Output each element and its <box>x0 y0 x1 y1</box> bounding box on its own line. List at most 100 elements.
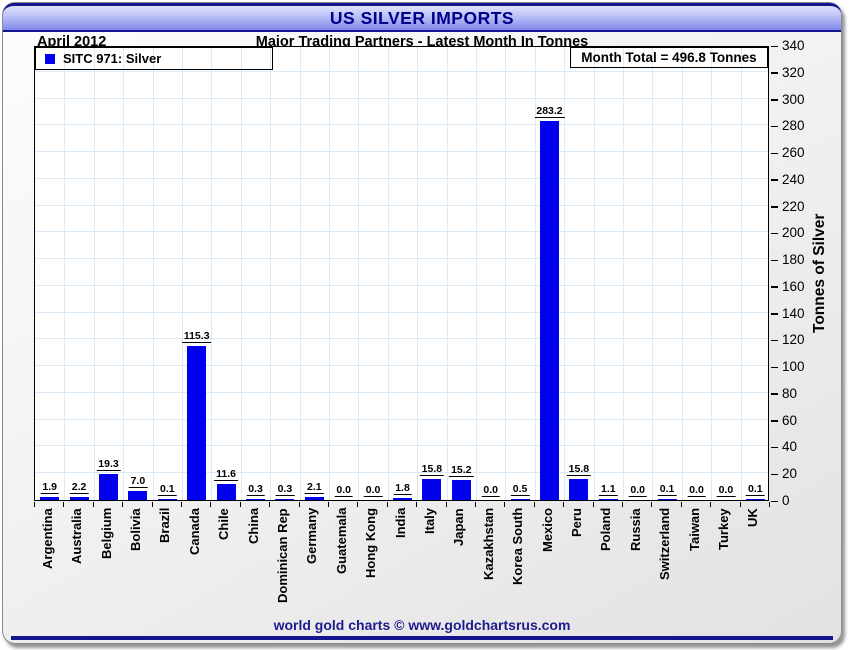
x-tick-label: UK <box>745 508 761 527</box>
legend-label: SITC 971: Silver <box>63 51 162 66</box>
bar-value-label: 1.8 <box>393 481 412 495</box>
title-bar: US SILVER IMPORTS <box>3 3 841 32</box>
y-tick-label: 220 <box>782 198 805 214</box>
v-gridline <box>623 47 624 500</box>
x-tick-label: Mexico <box>539 508 555 553</box>
bar <box>451 479 471 500</box>
y-tick <box>771 473 778 476</box>
bar <box>745 499 765 500</box>
x-tick <box>386 502 388 507</box>
v-gridline <box>182 47 183 500</box>
v-gridline <box>240 47 242 500</box>
v-gridline <box>446 47 448 500</box>
x-tick <box>739 502 741 507</box>
x-tick <box>592 502 594 507</box>
bar-value-label: 0.1 <box>157 483 177 497</box>
x-tick-label: Korea South <box>510 508 526 586</box>
month-total-text: Month Total = 496.8 Tonnes <box>581 50 757 65</box>
v-gridline <box>93 47 95 500</box>
x-tick <box>181 502 182 507</box>
x-tick-label: Argentina <box>39 508 55 569</box>
x-tick <box>92 502 94 507</box>
x-tick <box>239 502 241 507</box>
bar-value-label: 0.3 <box>275 483 295 497</box>
x-tick <box>504 502 506 507</box>
x-tick-label: Russia <box>627 508 643 551</box>
x-tick-label: Taiwan <box>686 508 702 552</box>
v-gridline <box>123 47 125 500</box>
v-gridline <box>505 47 507 500</box>
y-tick <box>771 152 778 155</box>
x-tick <box>63 502 65 507</box>
bar-value-label: 19.3 <box>96 458 121 472</box>
x-tick-label: Italy <box>421 508 437 535</box>
x-tick <box>622 502 623 507</box>
y-tick-label: 40 <box>782 439 798 455</box>
bar <box>275 499 295 500</box>
h-gridline <box>35 70 768 72</box>
x-tick-label: Turkey <box>715 508 731 550</box>
x-tick-label: Peru <box>568 508 584 537</box>
bar <box>216 484 236 500</box>
bar <box>69 497 89 500</box>
y-tick-label: 320 <box>782 64 805 80</box>
h-gridline <box>35 311 768 313</box>
x-tick <box>151 502 153 507</box>
v-gridline <box>476 47 477 500</box>
bar-value-label: 0.0 <box>716 484 736 497</box>
h-gridline <box>35 338 768 340</box>
bar-value-label: 0.3 <box>246 483 265 497</box>
bar <box>540 121 559 500</box>
y-tick-label: 300 <box>782 91 805 107</box>
y-tick <box>771 446 778 449</box>
y-tick <box>771 286 778 288</box>
y-tick-label: 240 <box>782 171 805 187</box>
h-gridline <box>35 151 768 153</box>
x-tick-label: Hong Kong <box>363 508 379 579</box>
x-tick <box>210 502 212 507</box>
chart-title: US SILVER IMPORTS <box>329 8 515 28</box>
y-tick <box>771 366 778 369</box>
v-gridline <box>152 47 154 500</box>
x-tick-label: India <box>392 508 408 539</box>
legend-marker-icon <box>45 53 55 64</box>
h-gridline <box>35 472 768 474</box>
y-tick-label: 200 <box>782 225 805 241</box>
bar-value-label: 115.3 <box>181 329 212 343</box>
bottom-accent-bar <box>11 636 833 640</box>
bar-value-label: 0.0 <box>628 484 647 497</box>
v-gridline <box>64 47 66 500</box>
v-gridline <box>358 47 360 500</box>
bar-value-label: 11.6 <box>214 468 239 482</box>
h-gridline <box>35 445 768 447</box>
x-tick-label: Belgium <box>98 508 114 560</box>
bar <box>422 478 442 500</box>
x-tick <box>34 502 35 507</box>
bar-value-label: 15.2 <box>449 463 474 477</box>
x-tick <box>328 502 329 507</box>
bar-value-label: 2.1 <box>304 481 324 495</box>
v-gridline <box>711 47 713 500</box>
x-tick-label: Chile <box>216 508 232 540</box>
x-tick-label: Brazil <box>157 508 173 544</box>
bar <box>510 499 530 500</box>
y-tick <box>771 500 778 502</box>
y-tick-label: 340 <box>782 38 805 53</box>
v-gridline <box>329 47 330 500</box>
x-tick <box>122 502 124 507</box>
y-tick <box>771 313 778 315</box>
bar-value-label: 0.0 <box>363 484 383 497</box>
y-tick-label: 160 <box>782 278 805 294</box>
bar-value-label: 0.5 <box>510 483 530 497</box>
bar-value-label: 1.9 <box>40 481 59 495</box>
bar <box>598 498 618 500</box>
bar <box>187 345 207 500</box>
h-gridline <box>35 231 768 233</box>
h-gridline <box>35 124 768 126</box>
x-tick-label: Switzerland <box>657 508 673 581</box>
credit-footer: world gold charts © www.goldchartsrus.co… <box>273 617 571 633</box>
bar-value-label: 1.1 <box>598 482 618 496</box>
bar <box>393 497 412 500</box>
v-gridline <box>417 47 419 500</box>
bar-value-label: 0.0 <box>334 484 353 497</box>
